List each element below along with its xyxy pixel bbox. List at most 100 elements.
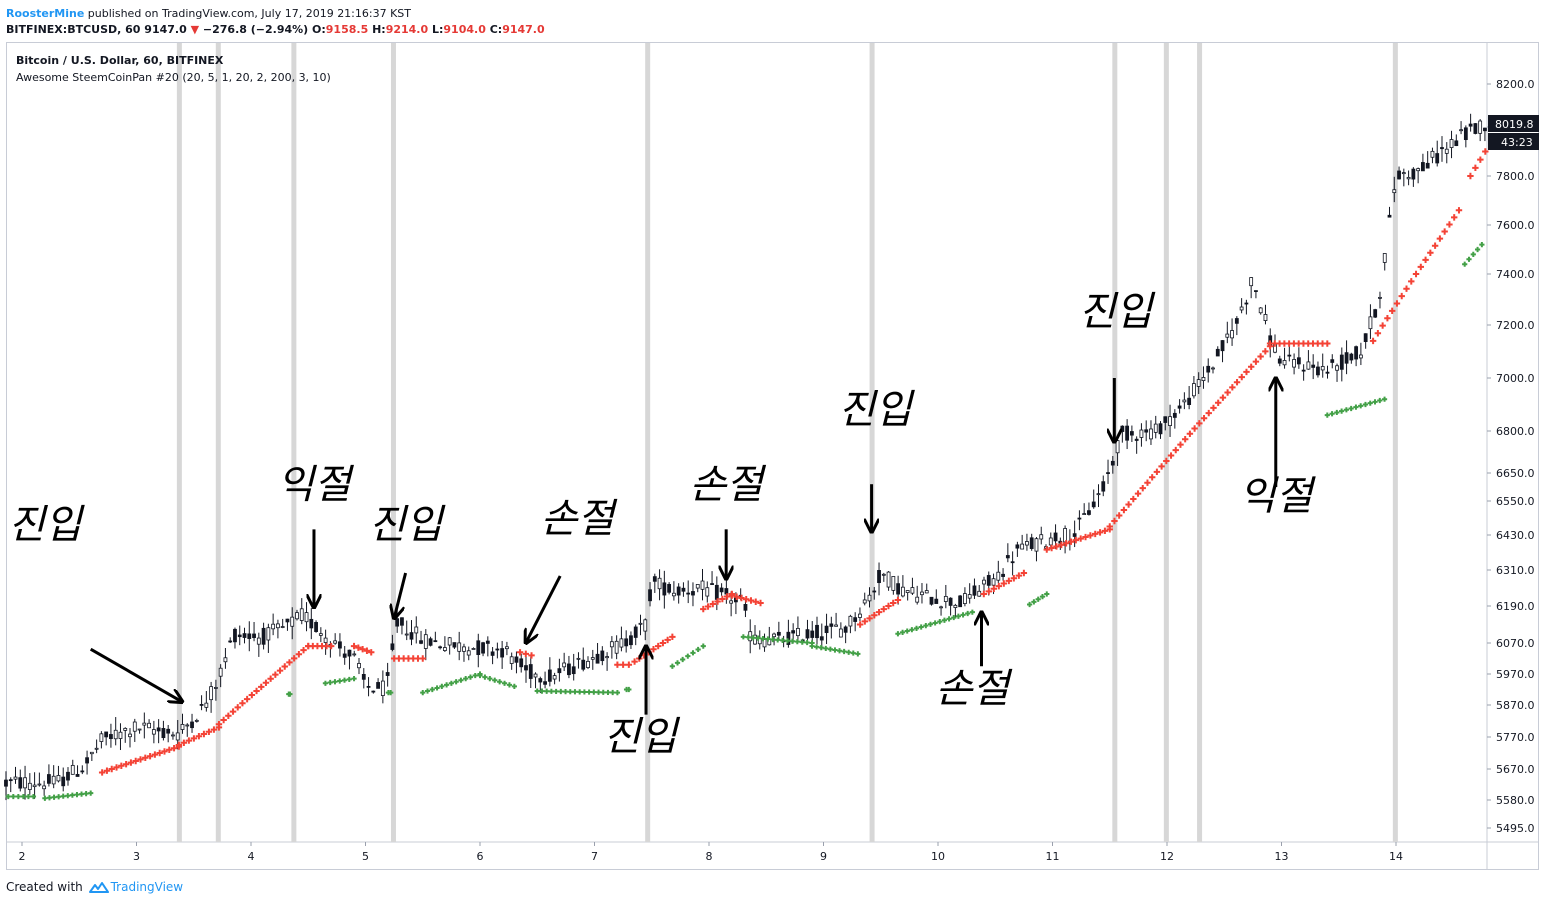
candle-body xyxy=(900,586,905,597)
y-tick-label: 7600.0 xyxy=(1496,219,1535,232)
candle-body xyxy=(924,590,929,594)
candle-body xyxy=(80,770,85,773)
sar-bear-point xyxy=(146,753,154,760)
candle-body xyxy=(1001,573,1005,577)
candle-body xyxy=(266,627,271,641)
series-title: Bitcoin / U.S. Dollar, 60, BITFINEX xyxy=(16,54,224,67)
candle-body xyxy=(476,640,481,655)
candle-body xyxy=(1320,366,1325,371)
sar-bull-point xyxy=(669,663,675,669)
candle-body xyxy=(891,576,896,591)
annotation-label: 익절 xyxy=(277,462,354,508)
candle-body xyxy=(75,773,80,777)
candle-body xyxy=(142,722,147,726)
candle-body xyxy=(123,727,128,731)
sar-bear-point xyxy=(516,649,524,656)
sar-bull-point xyxy=(1334,409,1340,416)
candle-body xyxy=(1077,517,1082,520)
candle-body xyxy=(1101,481,1106,492)
annotation-label: 진입 xyxy=(1079,289,1156,335)
sar-bull-point xyxy=(548,688,554,694)
candle-body xyxy=(1449,139,1454,148)
sar-bear-point xyxy=(669,633,676,641)
candle-body xyxy=(948,597,953,606)
sar-bear-point xyxy=(890,599,897,607)
candle-body xyxy=(1177,405,1182,409)
sar-bear-point xyxy=(1252,358,1260,365)
sar-bear-point xyxy=(1058,541,1065,549)
candle-body xyxy=(314,622,318,632)
sar-bear-point xyxy=(1092,530,1099,538)
candle-body xyxy=(834,624,838,627)
candle-body xyxy=(1087,510,1091,515)
sar-bear-point xyxy=(738,594,745,602)
candle-body xyxy=(943,595,948,602)
sar-bull-point xyxy=(56,794,62,800)
candle-body xyxy=(590,657,595,660)
sar-bull-point xyxy=(799,639,805,645)
candle-body xyxy=(299,608,304,621)
author-link[interactable]: RoosterMine xyxy=(6,7,85,20)
candle-body xyxy=(1158,423,1163,435)
sar-bear-point xyxy=(1101,527,1109,535)
sar-bull-point xyxy=(1474,246,1481,253)
candle-body xyxy=(395,618,400,627)
candle-body xyxy=(99,733,104,742)
sar-bull-point xyxy=(855,651,861,657)
sar-bear-point xyxy=(625,661,633,668)
x-tick-label: 6 xyxy=(477,850,484,863)
sar-bear-point xyxy=(704,603,712,610)
candle-body xyxy=(271,623,276,630)
candle-body xyxy=(714,584,719,600)
sar-bear-point xyxy=(195,733,203,740)
sar-bear-point xyxy=(1219,394,1227,401)
candle-body xyxy=(233,628,237,643)
sar-bear-point xyxy=(856,621,864,628)
candle-body xyxy=(547,669,552,682)
sar-bear-point xyxy=(108,765,115,773)
sar-bear-point xyxy=(1398,292,1405,300)
candle-body xyxy=(471,648,476,650)
sar-bear-point xyxy=(1177,441,1184,448)
sar-bull-point xyxy=(497,679,503,685)
x-tick-label: 9 xyxy=(820,850,827,863)
annotation-label: 진입 xyxy=(603,714,680,760)
sar-bull-point xyxy=(740,634,746,640)
candle-body xyxy=(1277,358,1282,364)
open-label: O: xyxy=(312,23,326,36)
sar-bull-point xyxy=(832,647,838,653)
sar-bull-point xyxy=(434,685,440,691)
candle-body xyxy=(18,777,23,789)
sar-bull-point xyxy=(439,683,445,689)
sar-bear-point xyxy=(1062,540,1070,547)
candle-body xyxy=(4,779,8,787)
candle-body xyxy=(1196,379,1201,387)
sar-bear-point xyxy=(1379,322,1386,329)
candle-body xyxy=(1435,153,1440,164)
candle-body xyxy=(161,728,166,739)
sar-bear-point xyxy=(1224,389,1231,396)
sar-bear-point xyxy=(1257,353,1264,360)
sar-bull-point xyxy=(755,635,761,641)
sar-bear-point xyxy=(262,679,270,687)
sar-bear-point xyxy=(132,757,139,765)
sar-bull-point xyxy=(951,614,957,621)
sar-bear-point xyxy=(281,663,288,670)
candle-body xyxy=(85,757,89,764)
candle-body xyxy=(1125,425,1130,441)
sar-bear-point xyxy=(1403,285,1410,292)
indicator-title[interactable]: Awesome SteemCoinPan #20 (20, 5, 1, 20, … xyxy=(16,71,331,84)
tradingview-link[interactable]: TradingView xyxy=(110,880,184,894)
sar-bull-point xyxy=(562,688,569,695)
candle-body xyxy=(1110,460,1115,466)
sar-bear-point xyxy=(166,746,173,753)
sar-bear-point xyxy=(1388,307,1396,315)
sar-bull-point xyxy=(923,623,929,629)
sar-bull-point xyxy=(558,688,564,695)
sar-bull-point xyxy=(5,793,11,800)
candle-body xyxy=(1354,346,1359,360)
candle-body xyxy=(1392,189,1397,194)
chart-frame[interactable] xyxy=(6,42,1539,870)
y-tick-label: 5580.0 xyxy=(1496,794,1535,807)
